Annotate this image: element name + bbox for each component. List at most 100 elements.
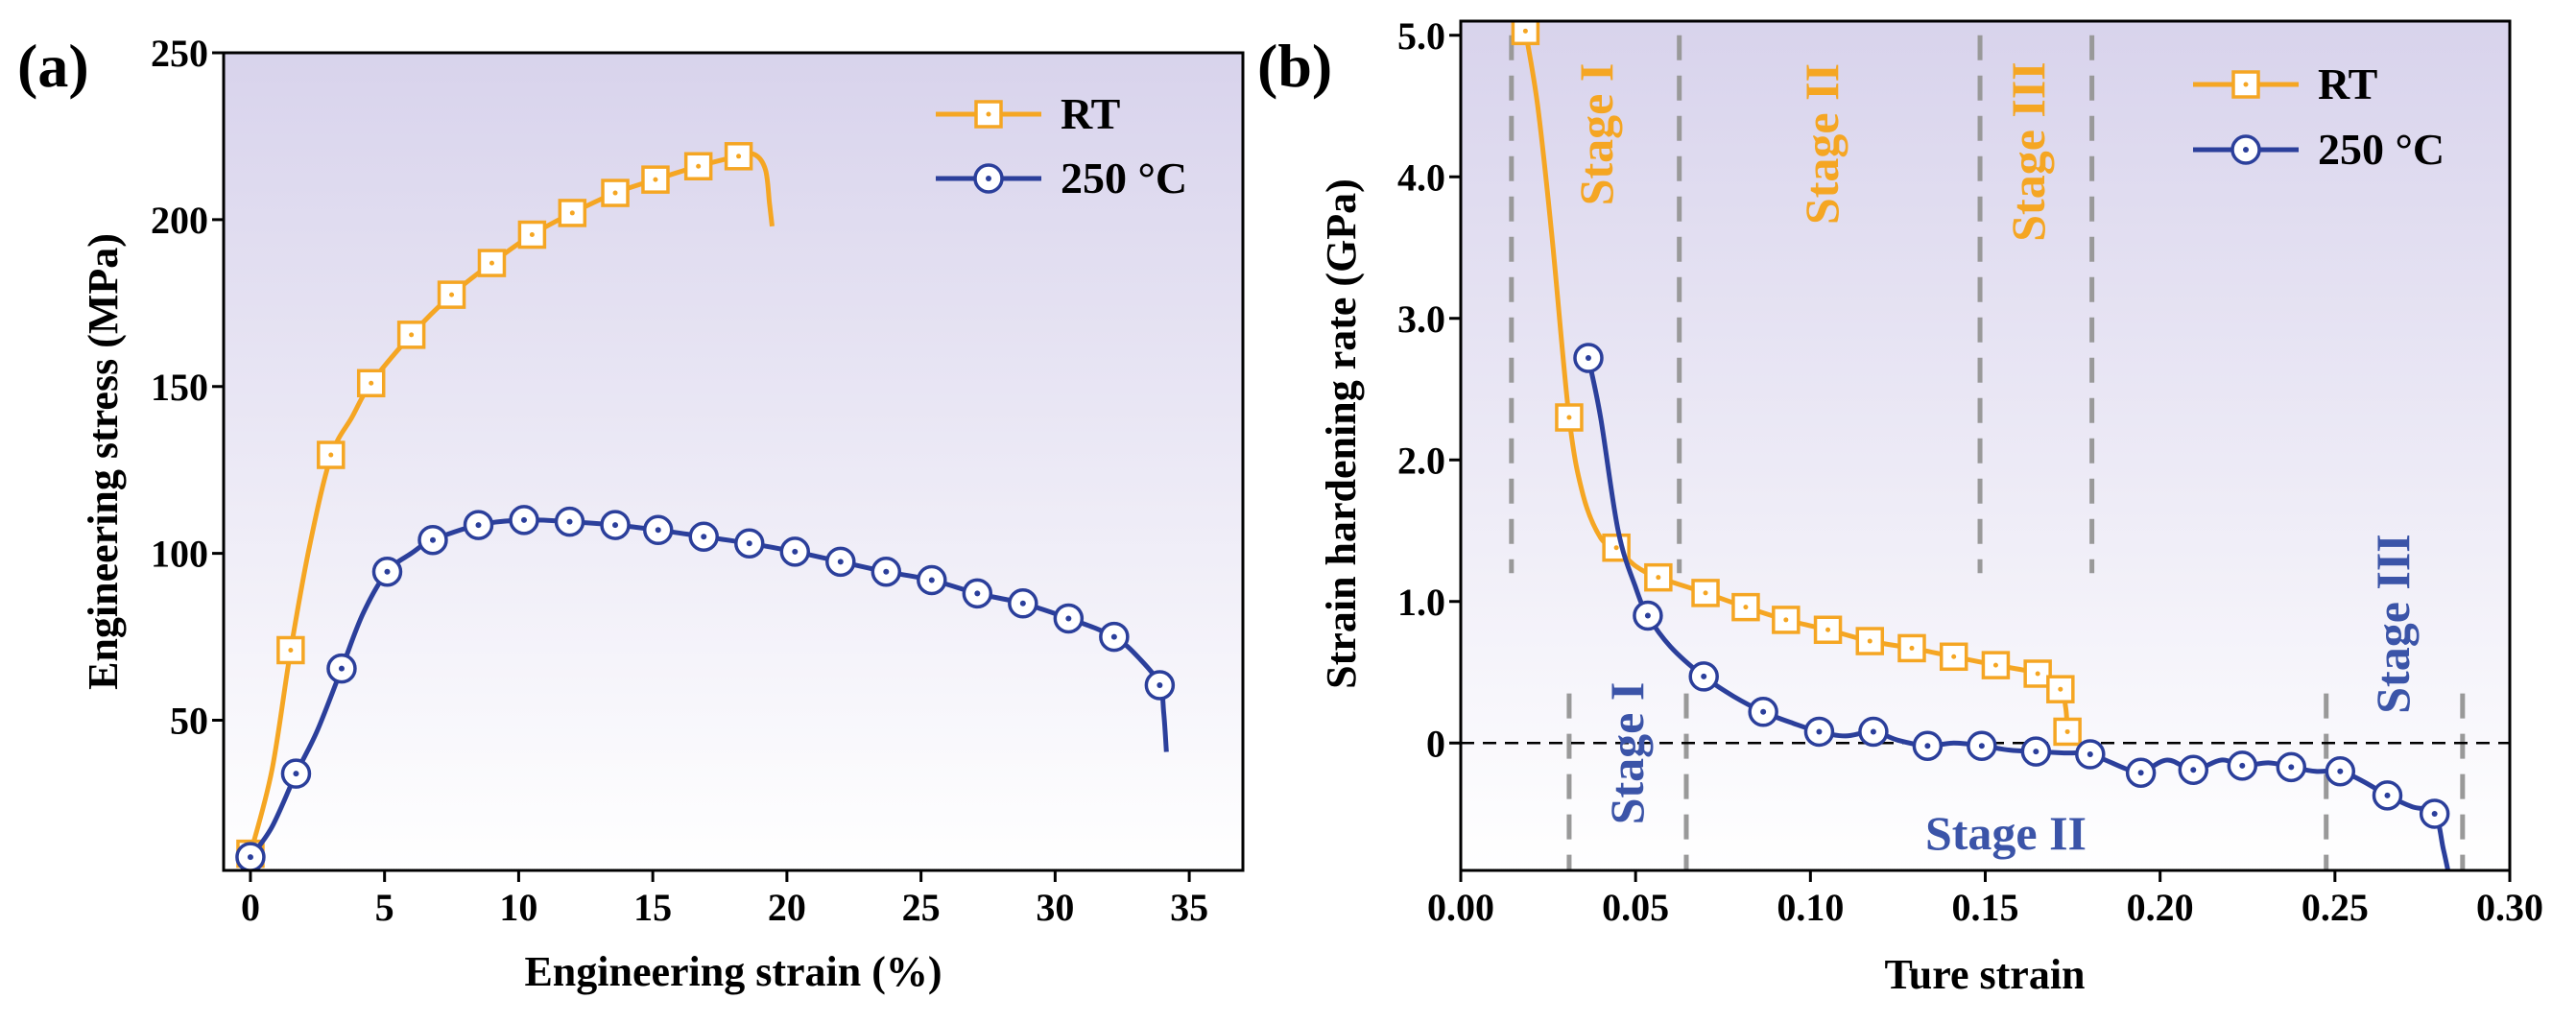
y-axis-ticks-b: 0 1.0 2.0 3.0 4.0 5.0 bbox=[1397, 14, 1461, 765]
x-tick-label: 25 bbox=[902, 886, 941, 929]
x-tick-label: 15 bbox=[633, 886, 672, 929]
stage-label-ht-2: Stage II bbox=[1925, 806, 2087, 860]
data-point-center bbox=[696, 163, 702, 169]
y-axis-title-a: Engineering stress (MPa) bbox=[80, 233, 127, 690]
data-point-center bbox=[429, 536, 436, 543]
data-point-center bbox=[1065, 615, 1072, 622]
data-point-center bbox=[384, 568, 391, 575]
data-point-center bbox=[1992, 662, 1998, 668]
legend-label-ht-b: 250 °C bbox=[2318, 125, 2445, 174]
data-point-center bbox=[792, 548, 799, 555]
x-axis-ticks-b: 0.00 0.05 0.10 0.15 0.20 0.25 0.30 bbox=[1427, 870, 2543, 929]
x-tick-label: 30 bbox=[1036, 886, 1074, 929]
x-tick-label: 0 bbox=[241, 886, 260, 929]
stage-label-rt-3: Stage III bbox=[2001, 61, 2055, 242]
data-point-center bbox=[529, 232, 535, 238]
x-tick-label: 0.25 bbox=[2302, 886, 2369, 929]
stage-label-ht-1: Stage I bbox=[1600, 682, 1654, 825]
stage-label-ht-3: Stage III bbox=[2366, 534, 2420, 714]
data-point-center bbox=[2288, 764, 2295, 771]
data-point-center bbox=[1157, 681, 1163, 688]
data-point-center bbox=[1870, 728, 1876, 735]
data-point-center bbox=[569, 210, 575, 216]
y-axis-ticks-a: 50 100 150 200 250 bbox=[151, 32, 224, 743]
x-tick-label: 35 bbox=[1170, 886, 1208, 929]
data-point-center bbox=[974, 590, 981, 597]
chart-panel-a: 0 5 10 15 20 25 30 35 50 100 150 200 250 (a) Engine… bbox=[17, 32, 1245, 995]
data-point-center bbox=[288, 647, 294, 653]
x-tick-label: 5 bbox=[375, 886, 394, 929]
data-point-center bbox=[746, 540, 752, 547]
data-point-center bbox=[1924, 743, 1931, 749]
data-point-center bbox=[2431, 811, 2438, 817]
data-point-center bbox=[247, 854, 253, 861]
data-point-center bbox=[612, 522, 619, 529]
data-point-center bbox=[449, 292, 455, 297]
data-point-center bbox=[1701, 673, 1707, 679]
legend-square-dot-icon bbox=[986, 111, 991, 117]
data-point-rt bbox=[276, 635, 305, 665]
data-point-center bbox=[2035, 671, 2040, 677]
x-tick-label: 20 bbox=[768, 886, 806, 929]
y-tick-label: 0 bbox=[1426, 722, 1445, 765]
series-group-b bbox=[1511, 21, 2451, 870]
x-tick-label: 0.05 bbox=[1602, 886, 1669, 929]
series-group-a bbox=[235, 142, 1176, 870]
series-ht bbox=[1573, 343, 2451, 870]
panel-label-a: (a) bbox=[17, 32, 89, 100]
data-point-center bbox=[2058, 686, 2063, 692]
data-point-center bbox=[837, 559, 844, 565]
data-point-center bbox=[1951, 654, 1957, 659]
y-tick-label: 250 bbox=[151, 32, 208, 75]
data-point-center bbox=[655, 527, 661, 534]
data-point-center bbox=[521, 516, 528, 523]
data-point-center bbox=[1867, 638, 1872, 644]
x-tick-label: 0.20 bbox=[2127, 886, 2194, 929]
data-point-center bbox=[293, 771, 299, 777]
chart-panel-b: 0.00 0.05 0.10 0.15 0.20 0.25 0.30 0 1.0 2.0 3.0 4… bbox=[1257, 14, 2543, 998]
data-point-center bbox=[1644, 612, 1651, 619]
data-point-center bbox=[1783, 617, 1789, 623]
data-point-rt bbox=[477, 249, 507, 277]
series-line-ht bbox=[248, 517, 1169, 859]
legend-a: RT 250 °C bbox=[936, 89, 1187, 202]
data-point-rt bbox=[2023, 659, 2052, 688]
data-point-center bbox=[1585, 355, 1591, 362]
data-point-center bbox=[1522, 28, 1528, 34]
data-point-center bbox=[1566, 415, 1572, 420]
data-point-center bbox=[2239, 762, 2246, 769]
data-point-center bbox=[1019, 600, 1026, 607]
data-point-center bbox=[409, 332, 415, 338]
stage-boundary-lines bbox=[1509, 35, 2466, 870]
legend-square-dot-icon bbox=[2243, 82, 2249, 87]
data-point-rt bbox=[2053, 717, 2082, 747]
y-axis-title-b: Strain hardening rate (GPa) bbox=[1318, 178, 1365, 689]
y-tick-label: 150 bbox=[151, 366, 208, 409]
data-point-center bbox=[2033, 749, 2039, 755]
y-tick-label: 3.0 bbox=[1397, 297, 1445, 341]
data-point-center bbox=[1816, 728, 1823, 735]
data-point-center bbox=[369, 380, 374, 386]
stage-label-rt-1: Stage I bbox=[1569, 63, 1623, 206]
plot-background-b bbox=[1461, 21, 2510, 870]
data-point-center bbox=[1909, 645, 1915, 651]
x-tick-label: 10 bbox=[499, 886, 537, 929]
data-point-center bbox=[2064, 728, 2070, 734]
data-point-center bbox=[2190, 767, 2197, 773]
legend-label-ht-a: 250 °C bbox=[1061, 154, 1187, 202]
data-point-rt bbox=[724, 142, 753, 171]
x-tick-label: 0.30 bbox=[2476, 886, 2543, 929]
data-point-center bbox=[883, 568, 890, 575]
y-tick-label: 4.0 bbox=[1397, 155, 1445, 199]
legend-label-rt-a: RT bbox=[1061, 89, 1120, 138]
data-point-center bbox=[475, 522, 482, 529]
y-tick-label: 5.0 bbox=[1397, 14, 1445, 58]
data-point-center bbox=[489, 260, 494, 266]
data-point-center bbox=[328, 452, 334, 458]
series-ht bbox=[235, 505, 1176, 870]
y-tick-label: 50 bbox=[170, 700, 208, 743]
legend-label-rt-b: RT bbox=[2318, 59, 2377, 108]
data-point-center bbox=[612, 190, 618, 196]
data-point-center bbox=[1760, 708, 1767, 715]
data-point-center bbox=[566, 518, 573, 525]
